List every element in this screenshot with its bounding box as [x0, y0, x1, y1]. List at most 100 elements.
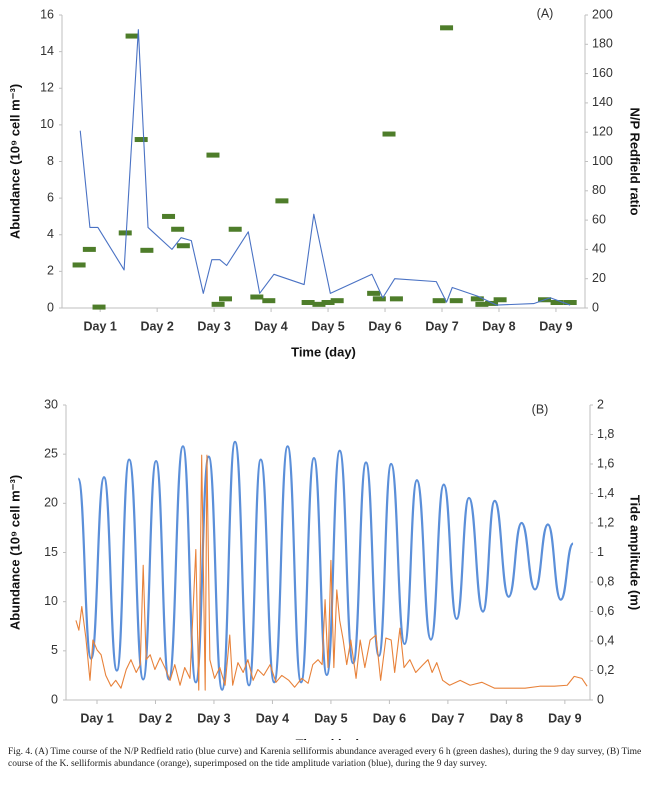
y2-axis-title: Tide amplitude (m) [628, 495, 643, 610]
y-tick-label: 10 [44, 594, 58, 608]
y2-tick-label: 0,2 [597, 663, 614, 677]
y-tick-label: 20 [44, 496, 58, 510]
data-line [75, 454, 588, 691]
data-line [77, 440, 575, 691]
abundance-dash [432, 298, 446, 304]
y2-tick-label: 1,2 [597, 515, 614, 529]
x-tick-label: Day 5 [311, 319, 344, 333]
abundance-dash [382, 131, 396, 137]
abundance-dash [367, 290, 381, 296]
y2-axis-title: N/P Redfield ratio [628, 107, 643, 215]
abundance-dash [262, 298, 276, 304]
abundance-dash [206, 152, 220, 158]
y2-tick-label: 20 [592, 271, 606, 285]
y-axis-title: Abundance (10⁹ cell m⁻³) [7, 475, 22, 630]
x-tick-label: Day 8 [490, 711, 523, 725]
y2-tick-label: 1,8 [597, 427, 614, 441]
abundance-dash [440, 25, 454, 31]
y2-tick-label: 80 [592, 183, 606, 197]
y2-tick-label: 0 [597, 692, 604, 706]
x-tick-label: Day 6 [373, 711, 406, 725]
x-tick-label: Day 2 [140, 319, 173, 333]
abundance-dash [372, 296, 386, 302]
y2-tick-label: 0,8 [597, 574, 614, 588]
y-tick-label: 8 [47, 154, 54, 168]
abundance-dash [118, 230, 132, 236]
x-tick-label: Day 9 [548, 711, 581, 725]
y2-tick-label: 120 [592, 124, 613, 138]
y2-tick-label: 60 [592, 212, 606, 226]
abundance-dash [470, 296, 484, 302]
abundance-dash [125, 33, 139, 39]
abundance-dash [550, 300, 564, 306]
abundance-dash [82, 246, 96, 252]
abundance-dash [72, 262, 86, 268]
x-tick-label: Day 5 [314, 711, 347, 725]
abundance-dash [449, 298, 463, 304]
y2-tick-label: 0 [592, 300, 599, 314]
abundance-dash [301, 300, 315, 306]
abundance-dash [330, 298, 344, 304]
y2-tick-label: 160 [592, 66, 613, 80]
x-tick-label: Day 3 [197, 319, 230, 333]
y2-tick-label: 1 [597, 545, 604, 559]
y-tick-label: 25 [44, 446, 58, 460]
abundance-dash [312, 301, 326, 307]
x-tick-label: Day 7 [425, 319, 458, 333]
abundance-dash [134, 137, 148, 143]
y2-tick-label: 0,6 [597, 604, 614, 618]
abundance-dash [162, 213, 176, 219]
y2-tick-label: 2 [597, 397, 604, 411]
y2-tick-label: 0,4 [597, 633, 614, 647]
y-tick-label: 12 [40, 81, 54, 95]
abundance-dash [171, 226, 185, 232]
y2-tick-label: 180 [592, 37, 613, 51]
abundance-dash [92, 304, 106, 310]
y-tick-label: 0 [47, 300, 54, 314]
x-tick-label: Day 1 [83, 319, 116, 333]
abundance-dash [176, 243, 190, 249]
x-tick-label: Day 4 [254, 319, 287, 333]
panel-label: (B) [532, 402, 549, 416]
y2-tick-label: 200 [592, 7, 613, 21]
data-line [79, 29, 571, 306]
abundance-dash [321, 300, 335, 306]
x-tick-label: Day 3 [197, 711, 230, 725]
abundance-dash [485, 300, 499, 306]
x-tick-label: Day 7 [431, 711, 464, 725]
x-tick-label: Day 8 [482, 319, 515, 333]
y-tick-label: 5 [51, 643, 58, 657]
abundance-dash [389, 296, 403, 302]
x-tick-label: Day 4 [256, 711, 289, 725]
y2-tick-label: 100 [592, 154, 613, 168]
y-axis-title: Abundance (10⁹ cell m⁻³) [7, 84, 22, 239]
figure-caption: Fig. 4. (A) Time course of the N/P Redfi… [8, 747, 642, 769]
y-tick-label: 10 [40, 117, 54, 131]
x-axis-title: Time (day) [296, 736, 361, 740]
y-tick-label: 15 [44, 545, 58, 559]
y2-tick-label: 1,4 [597, 486, 614, 500]
x-axis-title: Time (day) [291, 344, 356, 359]
panel-label: (A) [537, 6, 554, 20]
abundance-dash [493, 297, 507, 303]
y-tick-label: 2 [47, 264, 54, 278]
y-tick-label: 16 [40, 7, 54, 21]
y-tick-label: 14 [40, 44, 54, 58]
y-tick-label: 4 [47, 227, 54, 241]
abundance-dash [211, 301, 225, 307]
abundance-dash [563, 300, 577, 306]
y-tick-label: 30 [44, 397, 58, 411]
x-tick-label: Day 1 [80, 711, 113, 725]
x-tick-label: Day 6 [368, 319, 401, 333]
y2-tick-label: 1,6 [597, 456, 614, 470]
y-tick-label: 0 [51, 692, 58, 706]
figure: 0246810121416020406080100120140160180200… [7, 6, 643, 740]
abundance-dash [219, 296, 233, 302]
x-tick-label: Day 2 [139, 711, 172, 725]
x-tick-label: Day 9 [539, 319, 572, 333]
abundance-dash [228, 226, 242, 232]
abundance-dash [140, 247, 154, 253]
y-tick-label: 6 [47, 190, 54, 204]
y2-tick-label: 40 [592, 242, 606, 256]
